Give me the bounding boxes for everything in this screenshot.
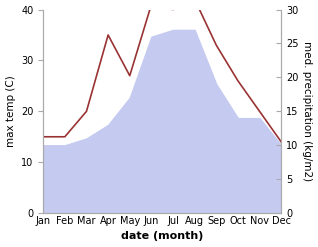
X-axis label: date (month): date (month) [121,231,204,242]
Y-axis label: max temp (C): max temp (C) [5,75,16,147]
Y-axis label: med. precipitation (kg/m2): med. precipitation (kg/m2) [302,41,313,181]
